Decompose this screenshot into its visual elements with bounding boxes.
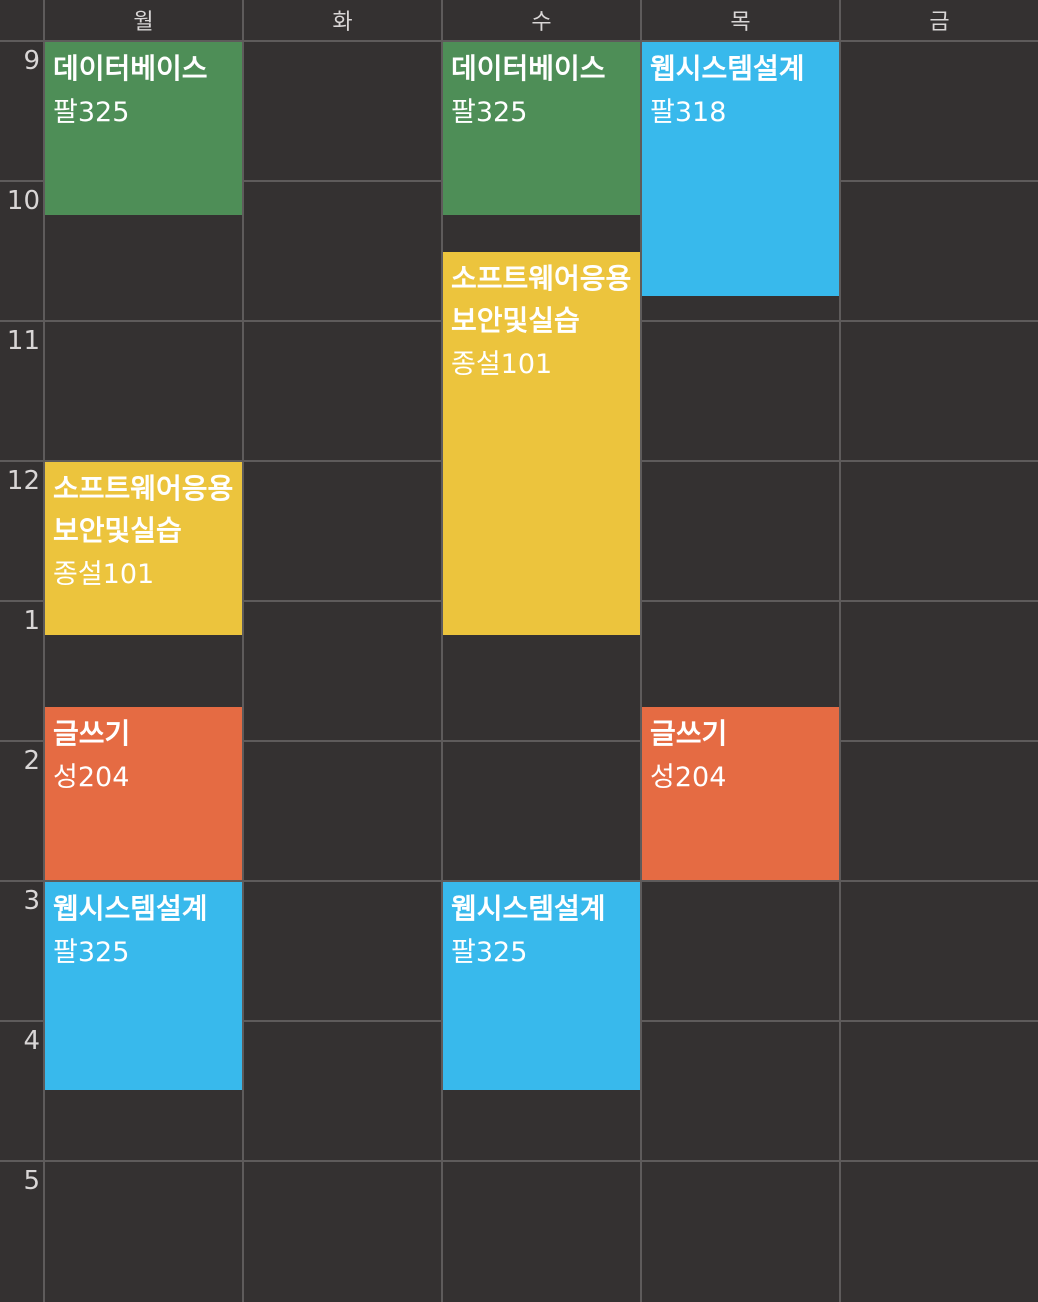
day-header: 월 <box>133 10 154 35</box>
day-header: 금 <box>929 10 950 35</box>
hour-label: 11 <box>6 326 40 356</box>
row-divider <box>0 1160 1038 1162</box>
column-divider <box>640 0 642 1302</box>
hour-label: 5 <box>23 1166 40 1196</box>
class-title: 데이터베이스 <box>53 52 208 85</box>
hour-label: 10 <box>6 186 40 216</box>
class-room: 팔325 <box>451 937 528 968</box>
class-title: 글쓰기 <box>53 717 131 750</box>
class-title: 웹시스템설계 <box>53 892 208 925</box>
class-title: 데이터베이스 <box>451 52 606 85</box>
column-divider <box>441 0 443 1302</box>
hour-label: 12 <box>6 466 40 496</box>
class-title: 웹시스템설계 <box>650 52 805 85</box>
class-room: 팔318 <box>650 97 727 128</box>
column-divider <box>839 0 841 1302</box>
column-divider <box>242 0 244 1302</box>
hour-label: 3 <box>23 886 40 916</box>
hour-label: 9 <box>23 46 40 76</box>
class-room: 성204 <box>650 762 727 793</box>
class-title: 웹시스템설계 <box>451 892 606 925</box>
day-header: 화 <box>332 10 353 35</box>
class-room: 성204 <box>53 762 130 793</box>
day-header: 목 <box>730 10 751 35</box>
class-room: 종설101 <box>451 349 553 380</box>
class-room: 종설101 <box>53 559 155 590</box>
row-divider <box>0 40 1038 42</box>
column-divider <box>43 0 45 1302</box>
hour-label: 4 <box>23 1026 40 1056</box>
hour-label: 1 <box>23 606 40 636</box>
class-title: 소프트웨어응용보안및실습 <box>451 262 632 337</box>
class-room: 팔325 <box>53 937 130 968</box>
class-title: 글쓰기 <box>650 717 728 750</box>
row-divider <box>0 740 1038 742</box>
row-divider <box>0 880 1038 882</box>
class-room: 팔325 <box>53 97 130 128</box>
class-room: 팔325 <box>451 97 528 128</box>
hour-label: 2 <box>23 746 40 776</box>
day-header: 수 <box>531 10 552 35</box>
class-title: 소프트웨어응용보안및실습 <box>53 472 234 547</box>
